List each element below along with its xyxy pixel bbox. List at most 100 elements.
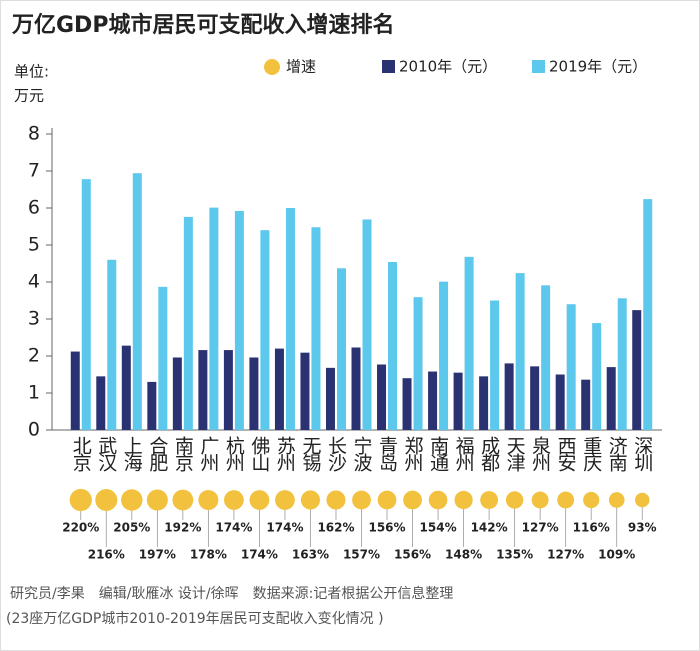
x-tick-label: 杭州 xyxy=(223,436,245,472)
unit-label: 万元 xyxy=(14,87,44,105)
bar xyxy=(388,262,398,430)
x-tick-label: 苏州 xyxy=(274,436,296,472)
growth-dot xyxy=(198,489,219,511)
x-tick-label: 青岛 xyxy=(376,436,398,473)
growth-dot xyxy=(377,490,397,510)
bar xyxy=(234,210,244,430)
x-tick-label: 无锡 xyxy=(299,436,321,473)
bar xyxy=(479,376,489,430)
x-tick-label: 郑州 xyxy=(402,436,424,472)
growth-label: 135% xyxy=(496,548,533,562)
growth-label: 197% xyxy=(139,548,176,562)
y-tick-label: 0 xyxy=(28,419,40,441)
x-tick-label: 上海 xyxy=(121,436,143,472)
bar xyxy=(311,227,321,430)
x-tick-label: 广州 xyxy=(197,436,219,472)
growth-dot xyxy=(352,490,371,510)
bar xyxy=(515,273,525,430)
bar xyxy=(555,374,565,430)
bar xyxy=(351,347,361,430)
bar xyxy=(147,381,157,430)
bar xyxy=(249,357,259,430)
x-tick-label: 合肥 xyxy=(146,436,168,472)
legend-marker xyxy=(382,60,395,73)
bar xyxy=(428,371,438,430)
x-tick-label: 济南 xyxy=(606,436,628,472)
bar xyxy=(632,310,642,430)
y-tick-label: 1 xyxy=(28,382,40,404)
bar xyxy=(592,323,602,430)
bar xyxy=(198,350,208,430)
growth-label: 178% xyxy=(190,548,227,562)
x-tick-label: 长沙 xyxy=(325,436,347,472)
x-tick-label: 福州 xyxy=(453,436,475,472)
bar xyxy=(107,259,117,430)
bar xyxy=(566,304,576,430)
bar xyxy=(336,268,346,430)
legend-label: 增速 xyxy=(286,58,316,76)
bar xyxy=(223,350,233,430)
legend-label: 2010年（元） xyxy=(399,58,497,76)
growth-dot xyxy=(275,490,295,510)
bar xyxy=(260,230,270,430)
bar xyxy=(81,179,91,430)
growth-label: 174% xyxy=(215,521,252,535)
bar xyxy=(377,364,387,430)
growth-label: 174% xyxy=(241,548,278,562)
growth-label: 148% xyxy=(445,548,482,562)
growth-label: 127% xyxy=(522,521,559,535)
y-tick-label: 6 xyxy=(28,197,40,219)
y-tick-label: 4 xyxy=(28,271,40,293)
growth-label: 109% xyxy=(598,548,635,562)
growth-dot xyxy=(249,490,270,510)
growth-label: 163% xyxy=(292,548,329,562)
x-tick-label: 深圳 xyxy=(631,436,653,472)
y-tick-label: 8 xyxy=(28,123,40,145)
bar xyxy=(96,376,106,430)
bar xyxy=(464,256,474,430)
y-tick-label: 3 xyxy=(28,308,40,330)
growth-dot xyxy=(403,490,422,510)
growth-dot xyxy=(326,490,346,510)
growth-dot xyxy=(454,490,473,510)
growth-label: 156% xyxy=(368,521,405,535)
bar xyxy=(504,363,514,430)
bar xyxy=(158,286,168,430)
x-tick-label: 佛山 xyxy=(248,436,270,472)
growth-dot xyxy=(635,492,650,508)
growth-dot xyxy=(505,491,524,509)
x-tick-label: 天津 xyxy=(504,436,526,472)
bar xyxy=(490,300,500,430)
bar xyxy=(541,285,551,430)
growth-dot xyxy=(557,491,575,509)
footer: 研究员/李果 编辑/耿雁冰 设计/徐晖 数据来源:记者根据公开信息整理 xyxy=(10,585,453,602)
footer: (23座万亿GDP城市2010-2019年居民可支配收入变化情况 ) xyxy=(6,610,384,627)
bar xyxy=(285,208,295,430)
bar xyxy=(325,367,335,430)
growth-dot xyxy=(428,490,448,510)
x-tick-label: 泉州 xyxy=(529,436,551,472)
bar xyxy=(453,372,463,430)
growth-label: 174% xyxy=(266,521,303,535)
bar xyxy=(300,352,310,430)
growth-label: 116% xyxy=(573,521,610,535)
bar xyxy=(121,345,131,430)
x-tick-label: 南通 xyxy=(427,436,449,472)
bar xyxy=(274,348,284,430)
chart-title: 万亿GDP城市居民可支配收入增速排名 xyxy=(11,12,394,38)
bar xyxy=(606,367,616,430)
unit-label: 单位: xyxy=(14,63,49,81)
growth-label: 142% xyxy=(471,521,508,535)
bar xyxy=(439,281,449,430)
bar xyxy=(581,379,591,430)
bar xyxy=(132,173,142,430)
bar xyxy=(530,366,540,430)
growth-dot xyxy=(69,488,92,512)
growth-dot xyxy=(608,492,625,508)
growth-label: 156% xyxy=(394,548,431,562)
legend-label: 2019年（元） xyxy=(549,58,647,76)
growth-label: 216% xyxy=(88,548,125,562)
legend-marker xyxy=(532,60,545,73)
bar xyxy=(70,351,80,430)
bar xyxy=(413,297,423,430)
